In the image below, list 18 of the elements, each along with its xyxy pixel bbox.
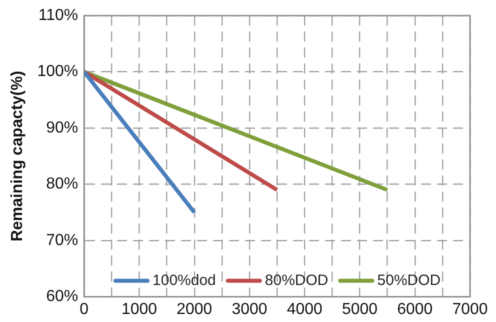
x-tick-label: 0 xyxy=(80,300,89,318)
x-tick-label: 6000 xyxy=(397,300,433,318)
y-tick-label: 70% xyxy=(46,232,78,249)
y-tick-label: 80% xyxy=(46,176,78,193)
legend-label: 100%dod xyxy=(152,272,216,289)
legend-label: 80%DOD xyxy=(264,272,328,289)
legend-label: 50%DOD xyxy=(377,272,441,289)
x-tick-label: 3000 xyxy=(232,300,268,318)
y-tick-label: 60% xyxy=(46,288,78,306)
y-tick-label: 90% xyxy=(46,119,78,136)
x-tick-label: 2000 xyxy=(176,300,212,318)
x-tick-label: 7000 xyxy=(452,300,488,318)
x-tick-label: 1000 xyxy=(121,300,158,318)
x-tick-label: 5000 xyxy=(342,300,378,318)
y-tick-label: 110% xyxy=(38,7,78,24)
y-tick-label: 100% xyxy=(37,63,78,80)
x-tick-label: 4000 xyxy=(286,300,323,318)
y-axis-title: Remaining capacty(%) xyxy=(9,70,26,242)
